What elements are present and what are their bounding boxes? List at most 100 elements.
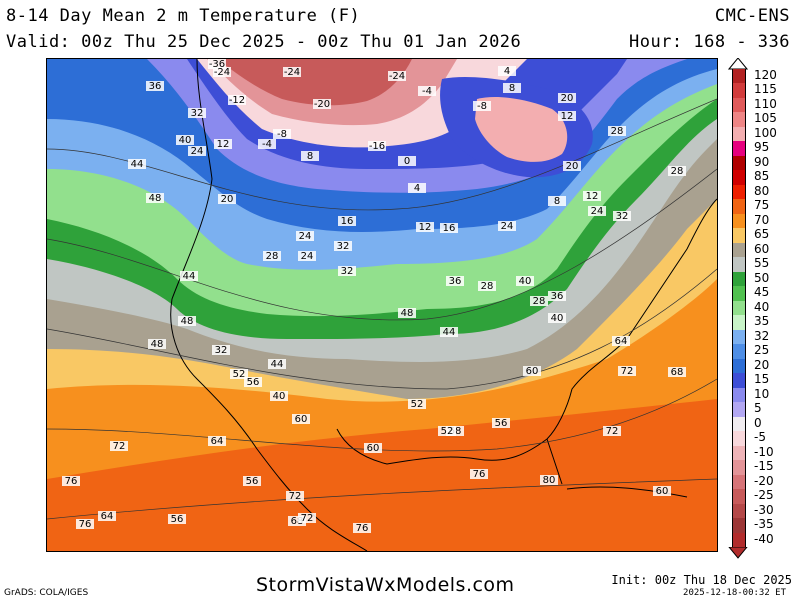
contour-label: -4 [422,86,432,97]
legend-label: 65 [754,227,770,242]
contour-label-bg [208,436,226,446]
contour-label: 60 [656,486,669,497]
contour-label: 76 [79,519,92,530]
contour-label-bg [470,469,488,479]
legend-swatch [732,489,746,505]
legend-label: 5 [754,401,762,416]
contour-label-bg [110,441,128,451]
contour-label: 28 [611,126,624,137]
contour-label-bg [146,193,164,203]
isotherm-line [47,378,717,452]
legend-label: 70 [754,212,770,227]
contour-label: 56 [246,476,259,487]
legend-swatch [732,155,746,171]
contour-label-bg [168,514,186,524]
legend-label: 90 [754,154,770,169]
contour-label: 24 [591,206,604,217]
contour-label-bg [334,241,352,251]
contour-label: 32 [341,266,354,277]
contour-label: 0 [404,156,410,167]
legend-label: 10 [754,386,770,401]
contour-label-bg [146,81,164,91]
contour-label-bg [540,475,558,485]
contour-label: 64 [211,436,224,447]
contour-label-bg [188,146,206,156]
contour-label: 12 [419,222,432,233]
contour-label-bg [62,476,80,486]
contour-label: 20 [561,93,574,104]
contour-label: 12 [586,191,599,202]
contour-label-bg [298,251,316,261]
contour-label: 48 [181,316,194,327]
contour-label: 76 [356,523,369,534]
contour-label-bg [128,159,146,169]
temperature-map-svg: -36-24 -24-20-12-8-4 -16-24-448-8201236404… [47,59,717,551]
contour-label-bg [563,161,581,171]
forecast-hour-range: Hour: 168 - 336 [628,32,790,52]
contour-label-bg [516,276,534,286]
contour-label-bg [548,313,566,323]
contour-label-bg [530,296,548,306]
legend-swatch [732,126,746,142]
contour-label: 28 [481,281,494,292]
legend-swatch [732,402,746,418]
contour-label: 24 [301,251,314,262]
contour-label: -24 [389,71,405,82]
contour-label-bg [548,291,566,301]
contour-label: 48 [149,193,162,204]
contour-label-bg [408,399,426,409]
contour-label-bg [523,366,541,376]
contour-label-bg [558,93,576,103]
map-title: 8-14 Day Mean 2 m Temperature (F) [6,6,361,26]
legend-label: 20 [754,357,770,372]
contour-label: 40 [551,313,564,324]
contour-label: 20 [221,194,234,205]
band-neg25 [217,59,412,106]
legend-label: 32 [754,328,770,343]
contour-label-bg [498,66,516,76]
contour-label: 8 [554,196,560,207]
contour-label: 76 [65,476,78,487]
isotherm-line [47,268,717,390]
contour-label-bg [178,316,196,326]
contour-label-bg [286,491,304,501]
contour-label-bg [176,135,194,145]
contour-label: 8 [509,83,515,94]
contour-label-bg [612,336,630,346]
legend-swatch [732,373,746,389]
contour-label-bg [388,71,406,81]
legend-label: 75 [754,198,770,213]
contour-label-bg [653,486,671,496]
legend-swatch [732,329,746,345]
grads-credit: GrADS: COLA/IGES [4,588,89,598]
legend-label: 25 [754,343,770,358]
contour-label-bg [243,476,261,486]
hudson-inner-pool [475,97,568,162]
contour-label: 16 [443,223,456,234]
contour-label-bg [438,426,456,436]
contour-label: 8 [307,151,313,162]
contour-label-bg [478,281,496,291]
temperature-map: -36 -24 -24 -20 -12 -8 -4 -16 -24 -4 4 8 -8 20 12 36 40 4… [46,58,718,552]
contour-label: 28 [533,296,546,307]
contour-label: 12 [217,139,230,150]
contour-label: 44 [271,359,284,370]
contour-label: 20 [566,161,579,172]
contour-label: -8 [277,129,287,140]
contour-label-bg [76,519,94,529]
contour-label-bg [283,67,301,77]
contour-label: 24 [501,221,514,232]
contour-label: 44 [443,327,456,338]
contour-label-bg [498,221,516,231]
contour-label: 52 [411,399,424,410]
contour-label-bg [548,196,566,206]
legend-label: -5 [754,430,766,445]
legend-label: 80 [754,183,770,198]
contour-label: 40 [179,135,192,146]
legend-swatch [732,170,746,186]
contour-label-bg [338,266,356,276]
legend-swatch [732,474,746,490]
legend-label: 40 [754,299,770,314]
contour-label-bg [583,191,601,201]
legend-label: 100 [754,125,777,140]
